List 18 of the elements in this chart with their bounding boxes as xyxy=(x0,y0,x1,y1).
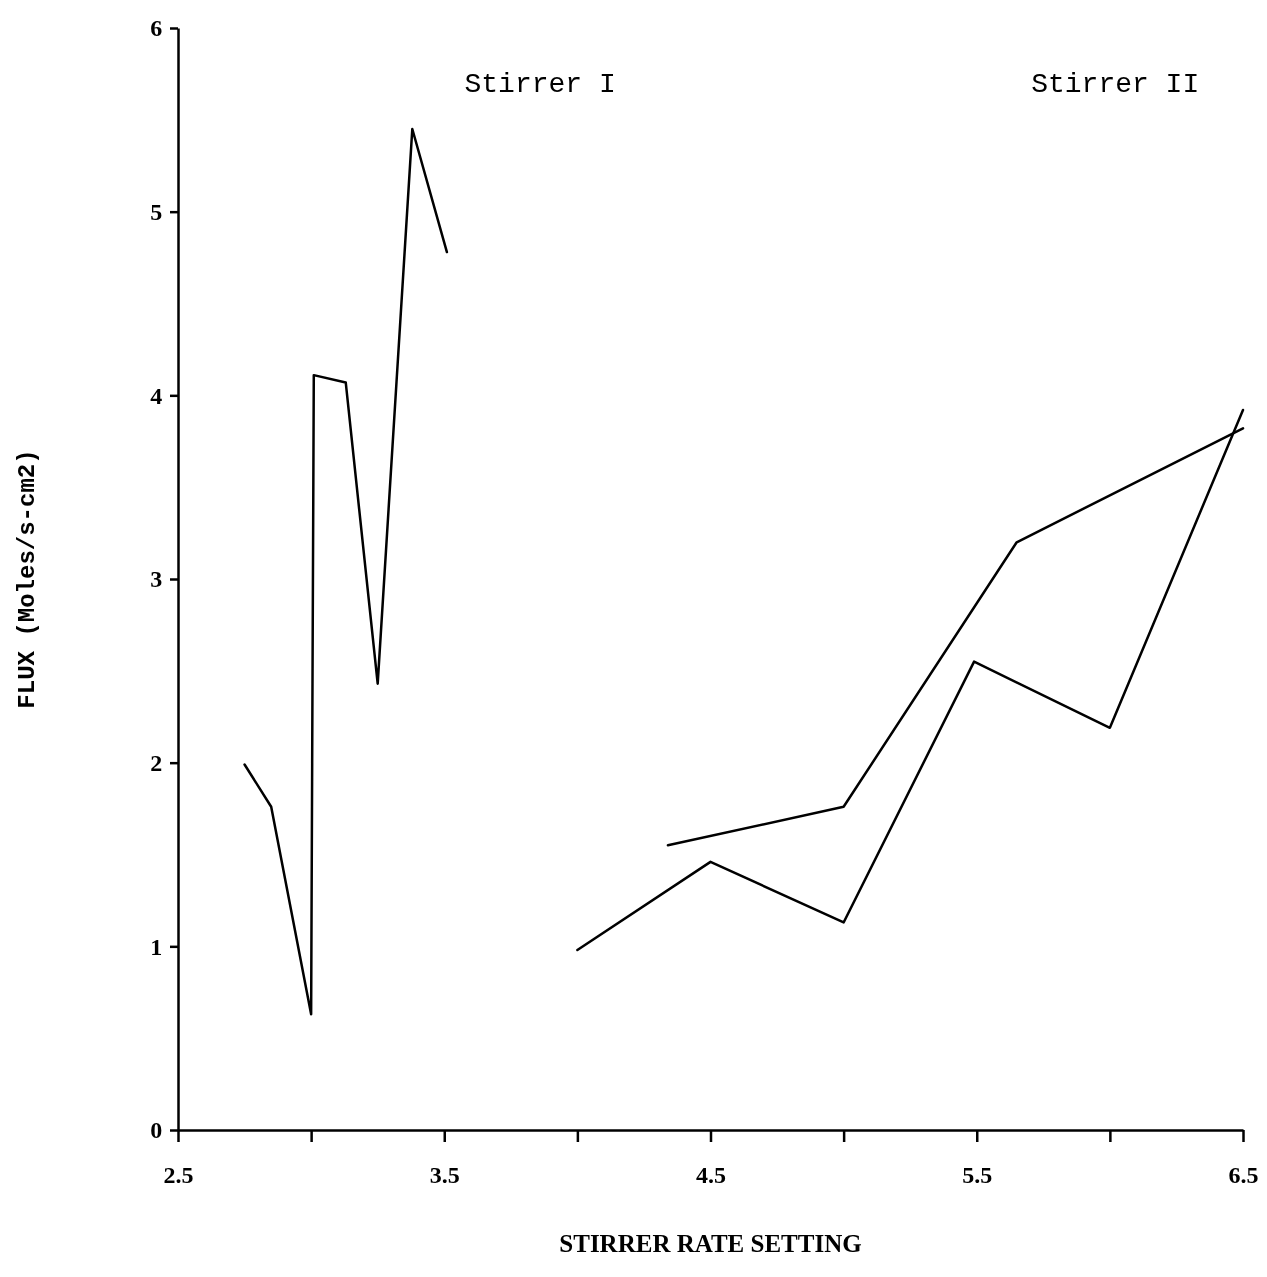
x-tick-label: 6.5 xyxy=(1228,1162,1259,1189)
y-tick-label: 0 xyxy=(150,1117,163,1144)
y-tick-label: 4 xyxy=(150,382,163,409)
x-axis-title: STIRRER RATE SETTING xyxy=(559,1230,862,1257)
x-tick-label: 2.5 xyxy=(163,1162,194,1189)
x-tick-label: 5.5 xyxy=(962,1162,993,1189)
y-axis-title: FLUX (Moles/s-cm2) xyxy=(14,449,41,709)
y-tick-label: 1 xyxy=(150,933,163,960)
annotation: Stirrer II xyxy=(1031,68,1200,100)
line-series xyxy=(243,127,449,1016)
y-tick-label: 2 xyxy=(150,749,163,776)
annotation: Stirrer I xyxy=(464,68,616,100)
x-tick-label: 4.5 xyxy=(696,1162,726,1189)
y-tick-label: 5 xyxy=(150,198,163,225)
x-tick-label: 3.5 xyxy=(429,1162,460,1189)
y-tick-label: 3 xyxy=(150,566,163,593)
line-series xyxy=(576,408,1245,952)
y-tick-label: 6 xyxy=(150,15,163,42)
